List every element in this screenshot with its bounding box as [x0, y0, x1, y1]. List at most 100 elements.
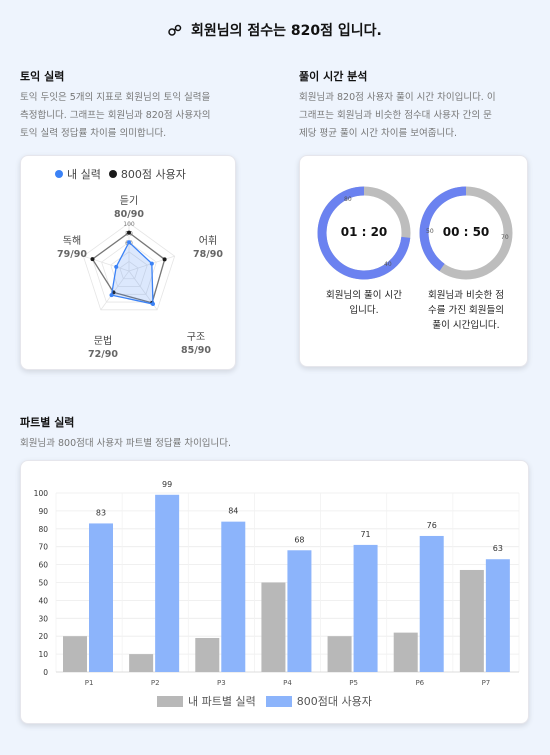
radar-point	[149, 261, 154, 266]
parts-section-desc: 회원님과 800점대 사용자 파트별 정답률 차이입니다.	[20, 438, 232, 449]
my-time-ring: 80 40	[317, 186, 411, 280]
y-tick-label: 50	[38, 579, 48, 588]
radar-axis-label: 독해	[63, 234, 81, 247]
radar-axis-score: 85/90	[181, 345, 211, 356]
other-time-ring: 50 70	[419, 186, 513, 280]
radar-axis-label: 문법	[94, 335, 112, 347]
bar-data-label: 84	[228, 507, 238, 516]
bar-mine	[195, 637, 220, 672]
bar-data-label: 99	[162, 480, 172, 489]
ring-label-line: 입니다.	[349, 305, 379, 316]
x-tick-label: P2	[151, 679, 160, 687]
radar-axis-label: 어휘	[199, 235, 217, 247]
ring-label-line: 회원님의 풀이 시간	[326, 290, 402, 301]
other-time-value: 00 : 50	[442, 225, 490, 239]
legend-mine-label: 내 실력	[67, 168, 101, 181]
ring-arc-label: 40	[384, 261, 392, 268]
my-time-value: 01 : 20	[340, 225, 388, 239]
bar-data-label: 83	[96, 508, 106, 517]
x-tick-label: P6	[415, 679, 424, 687]
legend-other-label: 800점 사용자	[120, 168, 186, 181]
y-tick-label: 40	[38, 596, 48, 605]
bar-other	[485, 559, 510, 672]
radar-grid	[119, 260, 139, 280]
parts-bar-chart: 0 10 20 30 40 50 60 70 80 90 100 83 P1 99 P2 84 P3 68 P4 71…	[34, 480, 520, 687]
legend-dot-mine	[55, 170, 63, 178]
link-icon	[168, 24, 182, 36]
bar-other	[287, 550, 312, 672]
bar-other	[353, 544, 378, 672]
toeic-section-desc: 토익 두잇은 5개의 지표로 회원님의 토익 실력을 측정합니다. 그래프는 회…	[20, 89, 211, 143]
radar-point	[127, 230, 131, 235]
desc-line: 측정합니다. 그래프는 회원님과 820점 사용자의	[20, 110, 211, 121]
bar-data-label: 71	[360, 530, 370, 539]
time-section-title: 풀이 시간 분석	[299, 70, 368, 83]
radar-point	[162, 257, 167, 262]
radar-axis-score: 72/90	[88, 349, 118, 360]
ring-arc-label: 80	[344, 196, 352, 203]
radar-axis-score: 79/90	[57, 249, 87, 260]
radar-point	[150, 302, 155, 307]
bar-mine	[63, 636, 87, 672]
radar-series-0	[110, 241, 154, 305]
legend-swatch-other	[265, 695, 292, 707]
ring-arc-label: 50	[426, 228, 434, 235]
radar-card: 내 실력 800점 사용자 1008060듣기80/90어휘78/90구조85/…	[20, 155, 236, 370]
legend-swatch-mine	[157, 695, 183, 707]
desc-line: 제당 평균 풀이 시간 차이를 보여줍니다.	[299, 128, 457, 139]
other-time-label: 회원님과 비슷한 점 수를 가진 회원들의 풀이 시간입니다.	[416, 288, 516, 333]
radar-axis-label: 구조	[187, 332, 205, 343]
radar-axis-score: 78/90	[193, 249, 223, 260]
bar-other	[221, 521, 246, 672]
page-header: 회원님의 점수는 820점 입니다.	[0, 20, 550, 40]
radar-spoke	[100, 270, 130, 311]
parts-card: 0 10 20 30 40 50 60 70 80 90 100 83 P1 99 P2 84 P3 68 P4 71…	[20, 460, 529, 724]
y-tick-label: 20	[38, 632, 48, 641]
x-tick-label: P3	[217, 679, 226, 687]
bar-data-label: 63	[493, 544, 503, 553]
parts-legend: 내 파트별 실력 800점대 사용자	[157, 693, 372, 709]
desc-line: 토익 실력 정답률 차이를 의미합니다.	[20, 128, 167, 139]
radar-point	[127, 240, 131, 245]
bar-mine	[393, 632, 418, 672]
ring-label-line: 회원님과 비슷한 점	[428, 290, 504, 301]
page-title: 회원님의 점수는 820점 입니다.	[191, 23, 382, 39]
bar-data-label: 68	[294, 535, 304, 544]
ring-label-line: 풀이 시간입니다.	[432, 320, 500, 331]
radar-chart: 1008060듣기80/90어휘78/90구조85/90문법72/90독해79/…	[57, 195, 223, 360]
bar-other	[155, 494, 180, 672]
radar-grid	[110, 251, 148, 287]
radar-legend: 내 실력 800점 사용자	[55, 166, 186, 182]
radar-series-1	[91, 231, 166, 304]
bar-other	[419, 535, 444, 672]
radar-grid	[101, 241, 157, 295]
x-tick-label: P7	[482, 679, 491, 687]
radar-tick-label: 100	[123, 221, 135, 228]
y-tick-label: 60	[38, 561, 48, 570]
y-tick-label: 80	[38, 525, 48, 534]
desc-line: 회원님과 820점 사용자 풀이 시간 차이입니다. 이	[299, 92, 496, 103]
radar-point	[109, 293, 114, 298]
legend-mine-label: 내 파트별 실력	[188, 695, 256, 708]
desc-line: 그래프는 회원님과 비슷한 점수대 사용자 간의 문	[299, 110, 492, 121]
radar-axis-label: 듣기	[120, 195, 138, 207]
toeic-section-title: 토익 실력	[20, 70, 65, 83]
my-time-label: 회원님의 풀이 시간 입니다.	[314, 288, 414, 318]
parts-section-title: 파트별 실력	[20, 416, 75, 429]
bar-mine	[459, 569, 484, 672]
desc-line: 토익 두잇은 5개의 지표로 회원님의 토익 실력을	[20, 92, 211, 103]
radar-point	[90, 257, 95, 262]
bar-mine	[129, 654, 154, 672]
y-tick-label: 0	[43, 668, 48, 677]
bar-mine	[261, 582, 286, 672]
y-tick-label: 90	[38, 507, 48, 516]
legend-dot-other	[108, 170, 117, 178]
radar-point	[114, 264, 119, 269]
y-tick-label: 10	[38, 650, 48, 659]
time-card: 80 40 01 : 20 회원님의 풀이 시간 입니다. 50 70 00 :…	[299, 155, 528, 367]
time-section-desc: 회원님과 820점 사용자 풀이 시간 차이입니다. 이 그래프는 회원님과 비…	[299, 89, 496, 143]
bar-data-label: 76	[427, 521, 437, 530]
x-tick-label: P1	[85, 679, 94, 687]
y-tick-label: 30	[38, 614, 48, 623]
bar-other	[89, 523, 113, 672]
